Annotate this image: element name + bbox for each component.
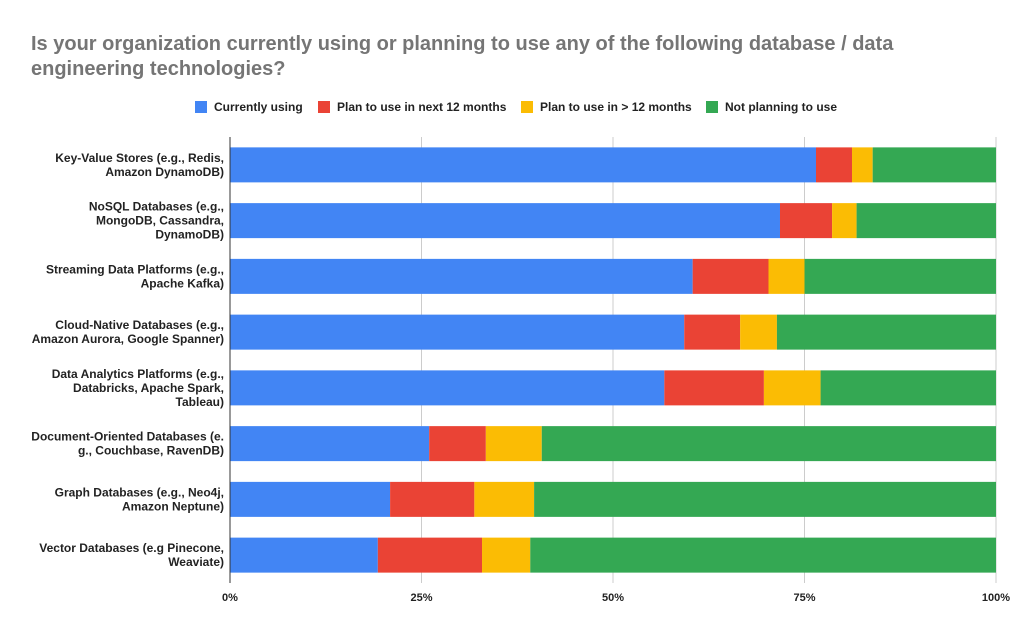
bar-segment (230, 426, 430, 462)
legend-label: Currently using (214, 100, 303, 114)
legend-swatch (706, 101, 718, 113)
bar-segment (230, 314, 685, 350)
bar-segment (429, 426, 486, 462)
bar-segment (541, 426, 996, 462)
x-tick-label: 0% (222, 592, 238, 604)
bar-segment (230, 147, 816, 183)
category-label: Cloud-Native Databases (e.g., Amazon Auro… (32, 318, 224, 346)
bar-segment (779, 203, 833, 239)
bar-segment (851, 147, 873, 183)
x-tick-label: 25% (410, 592, 432, 604)
bar-segment (768, 258, 805, 294)
bar-segment (482, 537, 531, 573)
bar-segment (390, 481, 475, 517)
bar-segment (230, 258, 693, 294)
bar-segment (474, 481, 535, 517)
category-label: NoSQL Databases (e.g., MongoDB, Cassandra… (89, 200, 224, 242)
category-label: Key-Value Stores (e.g., Redis, Amazon Dyn… (55, 151, 224, 179)
category-label: Document-Oriented Databases (e. g., Couch… (31, 430, 224, 458)
legend-swatch (318, 101, 330, 113)
category-label: Vector Databases (e.g Pinecone, Weaviate) (39, 541, 224, 569)
legend-item: Not planning to use (706, 97, 837, 117)
bar-segment (230, 537, 378, 573)
bar-segment (230, 203, 780, 239)
bar-segment (230, 370, 665, 406)
chart-title: Is your organization currently using or … (31, 33, 894, 80)
bar-segment (763, 370, 821, 406)
bar-segment (664, 370, 764, 406)
category-label: Streaming Data Platforms (e.g., Apache Ka… (46, 262, 224, 290)
legend-item: Currently using (195, 97, 303, 117)
bar-segment (776, 314, 996, 350)
x-tick-label: 75% (793, 592, 815, 604)
legend-label: Plan to use in next 12 months (337, 100, 507, 114)
bar-segment (534, 481, 996, 517)
bar-segment (230, 481, 391, 517)
legend-swatch (195, 101, 207, 113)
bar-segment (872, 147, 996, 183)
legend-item: Plan to use in > 12 months (521, 97, 692, 117)
legend-label: Not planning to use (725, 100, 837, 114)
bar-segment (530, 537, 996, 573)
bar-segment (692, 258, 769, 294)
bar-segment (820, 370, 996, 406)
bar-segment (832, 203, 857, 239)
legend: Currently using Plan to use in next 12 mo… (0, 97, 1028, 117)
bar-segment (856, 203, 996, 239)
x-tick-label: 50% (602, 592, 624, 604)
legend-label: Plan to use in > 12 months (540, 100, 692, 114)
bar-segment (804, 258, 996, 294)
x-tick-label: 100% (982, 592, 1010, 604)
category-label: Graph Databases (e.g., Neo4j, Amazon Nept… (55, 485, 224, 513)
legend-swatch (521, 101, 533, 113)
legend-item: Plan to use in next 12 months (318, 97, 506, 117)
category-label: Data Analytics Platforms (e.g., Databrick… (52, 367, 224, 409)
bar-segment (740, 314, 777, 350)
bar-segment (485, 426, 542, 462)
bar-segment (815, 147, 852, 183)
bar-segment (377, 537, 483, 573)
bar-segment (684, 314, 741, 350)
